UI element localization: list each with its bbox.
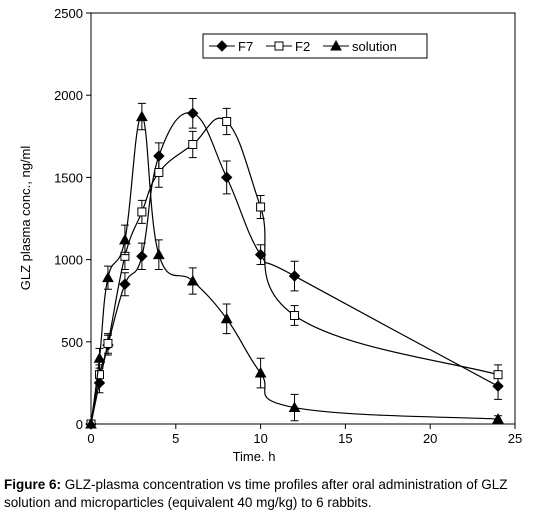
marker (136, 250, 148, 263)
legend-label: solution (352, 39, 397, 54)
caption-box: Figure 6: GLZ-plasma concentration vs ti… (0, 476, 534, 512)
marker (93, 352, 106, 363)
plot-frame (90, 12, 516, 425)
marker (330, 39, 342, 51)
marker (187, 107, 199, 119)
marker (216, 40, 228, 52)
marker (220, 312, 233, 324)
marker (154, 167, 164, 177)
legend-box (202, 33, 428, 59)
marker (103, 338, 113, 348)
marker (493, 370, 503, 380)
marker (152, 248, 165, 260)
marker (274, 41, 284, 51)
y-tick-label: 0 (76, 417, 83, 432)
y-tick-label: 2500 (54, 6, 83, 21)
marker (254, 367, 267, 378)
caption-label: Figure 6: (4, 477, 62, 492)
legend-label: F2 (295, 39, 310, 54)
x-tick-label: 15 (338, 431, 352, 446)
x-tick-label: 20 (423, 431, 437, 446)
caption: Figure 6: GLZ-plasma concentration vs ti… (0, 476, 534, 512)
y-axis-label: GLZ plasma conc., ng/ml (18, 146, 33, 291)
y-tick-label: 2000 (54, 88, 83, 103)
marker (290, 310, 300, 320)
caption-text: GLZ-plasma concentration vs time profile… (4, 477, 508, 510)
marker (186, 274, 199, 286)
x-tick-label: 10 (253, 431, 267, 446)
legend-label: F7 (238, 39, 253, 54)
marker (136, 110, 148, 122)
marker (288, 270, 301, 282)
marker (256, 202, 266, 212)
marker (137, 207, 147, 217)
marker (188, 140, 198, 150)
y-tick-label: 1500 (54, 170, 83, 185)
marker (222, 117, 232, 127)
marker (288, 401, 301, 413)
marker (94, 370, 104, 380)
marker (119, 278, 131, 290)
x-tick-label: 25 (508, 431, 522, 446)
marker (119, 233, 131, 245)
x-axis-label: Time. h (233, 449, 276, 464)
y-tick-label: 500 (61, 335, 83, 350)
marker (220, 171, 233, 184)
x-tick-label: 5 (172, 431, 179, 446)
y-tick-label: 1000 (54, 253, 83, 268)
marker (492, 413, 504, 424)
marker (85, 417, 97, 429)
marker (254, 248, 267, 261)
x-tick-label: 0 (87, 431, 94, 446)
marker (102, 271, 114, 283)
